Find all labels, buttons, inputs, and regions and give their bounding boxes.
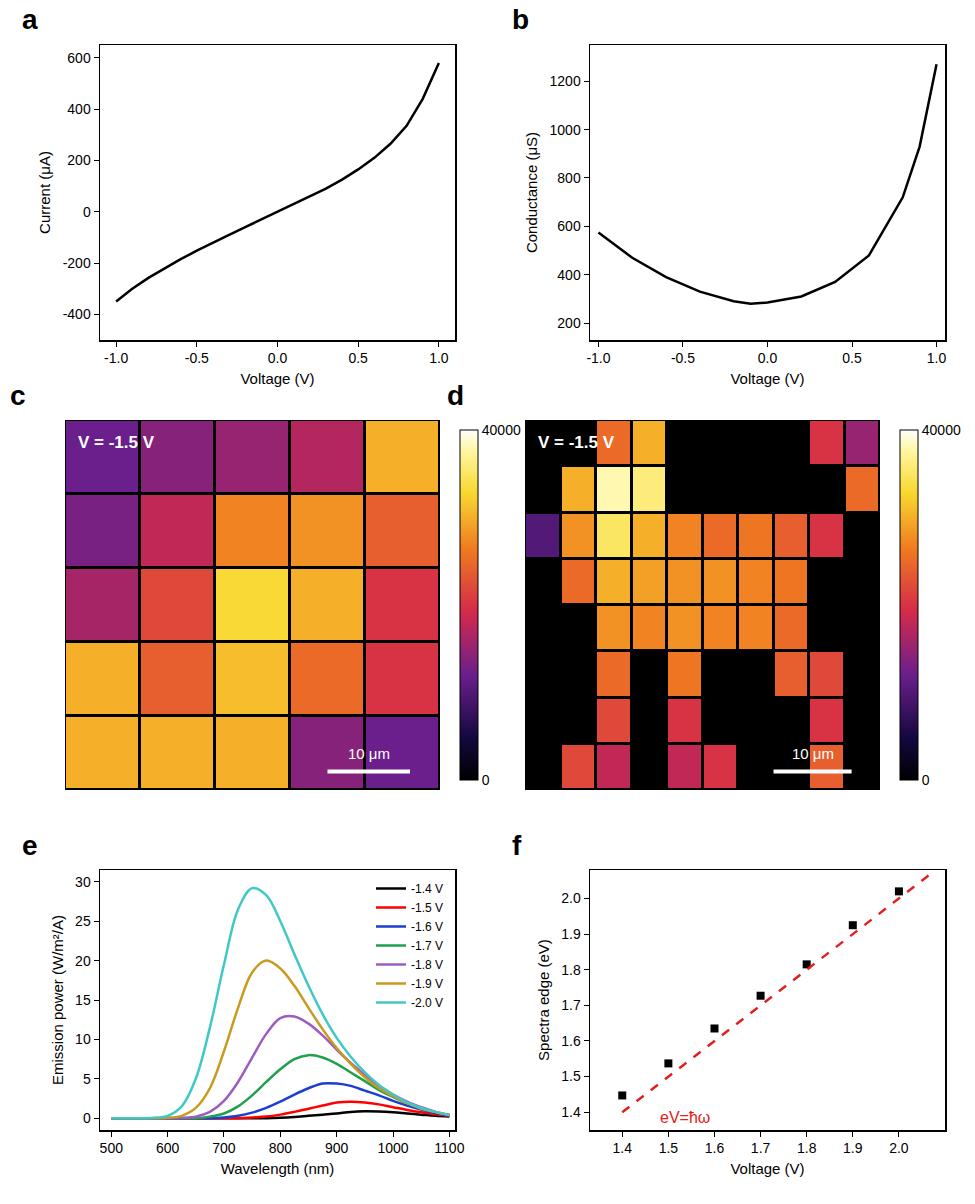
svg-text:0.0: 0.0 xyxy=(268,350,288,366)
svg-text:1.8: 1.8 xyxy=(797,1140,817,1156)
svg-text:-1.0: -1.0 xyxy=(586,350,610,366)
svg-text:-0.5: -0.5 xyxy=(671,350,695,366)
svg-text:800: 800 xyxy=(557,170,581,186)
svg-text:40000: 40000 xyxy=(482,422,521,438)
svg-text:-1.6 V: -1.6 V xyxy=(411,920,443,934)
svg-text:1100: 1100 xyxy=(434,1140,464,1156)
svg-text:40000: 40000 xyxy=(922,422,961,438)
svg-text:Conductance (μS): Conductance (μS) xyxy=(523,132,540,253)
svg-text:1.0: 1.0 xyxy=(429,350,449,366)
svg-text:-1.5 V: -1.5 V xyxy=(411,901,443,915)
svg-text:-2.0 V: -2.0 V xyxy=(411,996,443,1010)
svg-text:25: 25 xyxy=(75,913,91,929)
svg-text:1000: 1000 xyxy=(377,1140,408,1156)
svg-text:10 μm: 10 μm xyxy=(792,745,834,762)
svg-text:400: 400 xyxy=(67,101,91,117)
svg-text:1.4: 1.4 xyxy=(613,1140,633,1156)
svg-text:1.5: 1.5 xyxy=(659,1140,679,1156)
svg-text:800: 800 xyxy=(269,1140,293,1156)
svg-text:-1.0: -1.0 xyxy=(104,350,128,366)
svg-text:1200: 1200 xyxy=(550,73,581,89)
svg-text:500: 500 xyxy=(100,1140,124,1156)
svg-text:0.5: 0.5 xyxy=(842,350,862,366)
svg-text:-1.7 V: -1.7 V xyxy=(411,939,443,953)
svg-text:-200: -200 xyxy=(63,255,91,271)
svg-text:1.6: 1.6 xyxy=(561,1033,581,1049)
svg-text:V = -1.5 V: V = -1.5 V xyxy=(78,433,155,452)
svg-text:1000: 1000 xyxy=(550,122,581,138)
svg-text:0: 0 xyxy=(482,772,490,788)
svg-text:e: e xyxy=(22,830,38,861)
svg-text:1.9: 1.9 xyxy=(843,1140,863,1156)
svg-text:Voltage (V): Voltage (V) xyxy=(240,370,314,387)
svg-text:b: b xyxy=(512,4,529,35)
svg-text:1.9: 1.9 xyxy=(561,926,581,942)
svg-text:30: 30 xyxy=(75,874,91,890)
svg-text:-1.9 V: -1.9 V xyxy=(411,977,443,991)
svg-text:a: a xyxy=(22,4,38,35)
svg-text:d: d xyxy=(447,380,464,411)
svg-text:10: 10 xyxy=(75,1031,91,1047)
svg-text:-400: -400 xyxy=(63,306,91,322)
svg-text:10 μm: 10 μm xyxy=(348,745,390,762)
svg-text:600: 600 xyxy=(557,218,581,234)
svg-text:Voltage (V): Voltage (V) xyxy=(730,370,804,387)
svg-text:-1.4 V: -1.4 V xyxy=(411,882,443,896)
svg-text:0.0: 0.0 xyxy=(758,350,778,366)
svg-text:2.0: 2.0 xyxy=(889,1140,909,1156)
svg-text:1.5: 1.5 xyxy=(561,1068,581,1084)
svg-text:15: 15 xyxy=(75,992,91,1008)
svg-text:-1.8 V: -1.8 V xyxy=(411,958,443,972)
svg-text:400: 400 xyxy=(557,267,581,283)
svg-text:20: 20 xyxy=(75,953,91,969)
svg-text:1.6: 1.6 xyxy=(705,1140,725,1156)
svg-text:Spectra edge (eV): Spectra edge (eV) xyxy=(535,939,552,1061)
svg-text:1.7: 1.7 xyxy=(751,1140,771,1156)
svg-text:1.4: 1.4 xyxy=(561,1104,581,1120)
svg-text:Wavelength (nm): Wavelength (nm) xyxy=(221,1160,335,1177)
svg-text:5: 5 xyxy=(83,1071,91,1087)
svg-text:Emission power (W/m²/A): Emission power (W/m²/A) xyxy=(49,915,66,1085)
svg-text:1.8: 1.8 xyxy=(561,962,581,978)
svg-text:1.7: 1.7 xyxy=(561,997,581,1013)
svg-text:0: 0 xyxy=(83,204,91,220)
svg-text:1.0: 1.0 xyxy=(927,350,947,366)
svg-text:600: 600 xyxy=(67,50,91,66)
svg-text:Voltage (V): Voltage (V) xyxy=(730,1160,804,1177)
svg-text:c: c xyxy=(10,380,26,411)
svg-text:0.5: 0.5 xyxy=(348,350,368,366)
svg-text:600: 600 xyxy=(156,1140,180,1156)
svg-text:900: 900 xyxy=(325,1140,349,1156)
svg-text:0: 0 xyxy=(922,772,930,788)
svg-text:eV=ħω: eV=ħω xyxy=(660,1109,710,1126)
svg-text:f: f xyxy=(512,830,522,861)
svg-text:Current (μA): Current (μA) xyxy=(36,151,53,234)
svg-text:-0.5: -0.5 xyxy=(185,350,209,366)
svg-text:2.0: 2.0 xyxy=(561,890,581,906)
svg-text:200: 200 xyxy=(557,315,581,331)
svg-text:700: 700 xyxy=(212,1140,236,1156)
svg-text:0: 0 xyxy=(83,1110,91,1126)
svg-text:200: 200 xyxy=(67,152,91,168)
svg-text:V = -1.5 V: V = -1.5 V xyxy=(538,433,615,452)
